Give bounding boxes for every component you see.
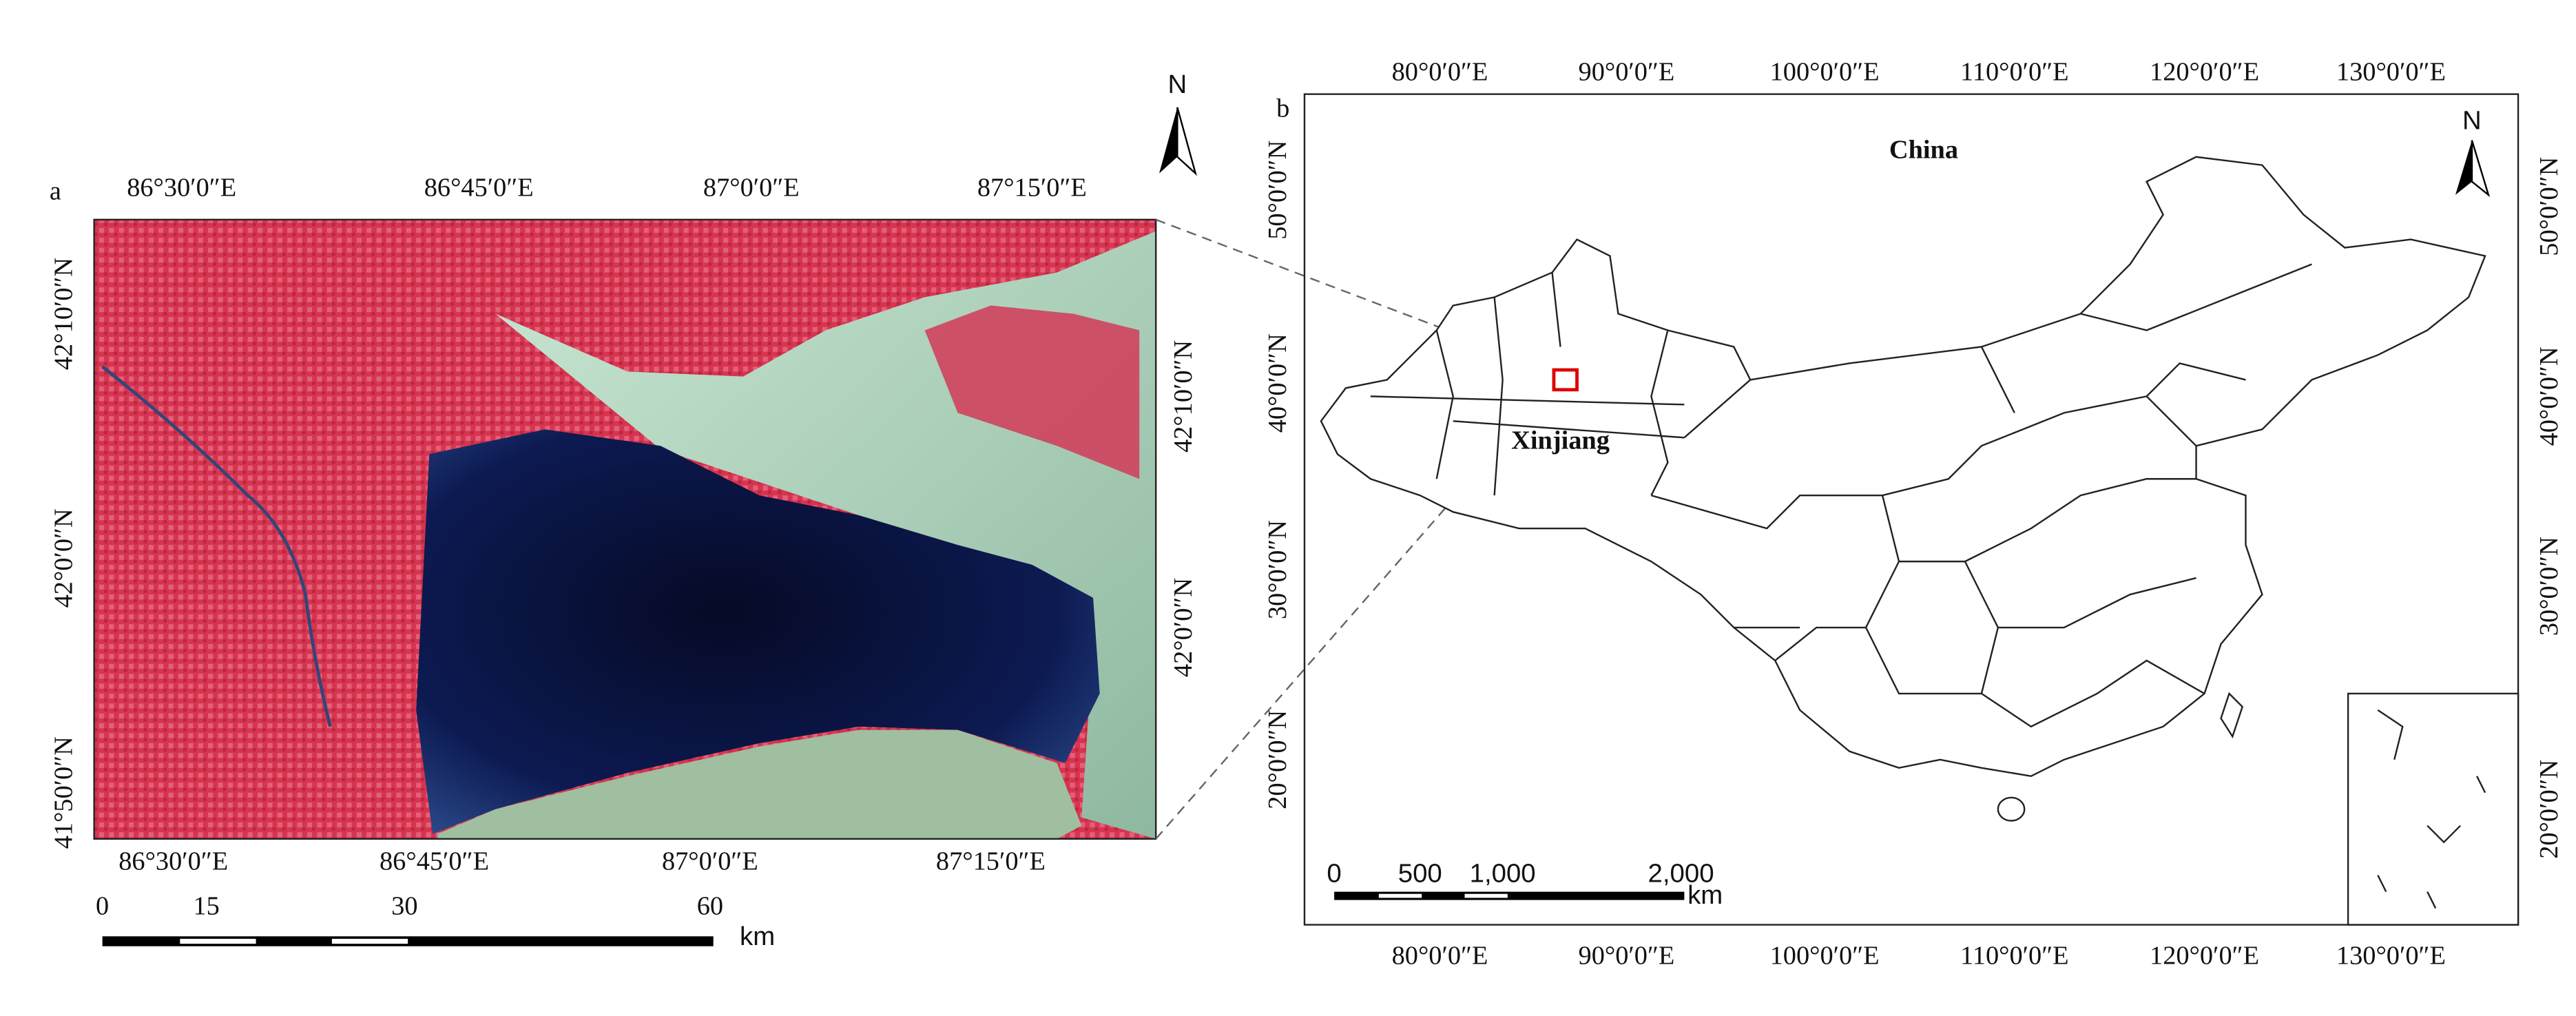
scale-bar <box>102 936 714 946</box>
lon-label: 100°0′0″E <box>1770 941 1880 970</box>
lat-label: 42°0′0″N <box>50 508 79 608</box>
lon-label: 80°0′0″E <box>1392 941 1488 970</box>
scale-label: 30 <box>391 891 417 920</box>
lat-label: 20°0′0″N <box>1263 710 1292 809</box>
panel-label: b <box>1276 94 1289 123</box>
inset-islands <box>2377 709 2486 909</box>
scale-label: 1,000 <box>1470 859 1536 889</box>
lat-label: 50°0′0″N <box>2535 157 2564 256</box>
lon-label: 87°15′0″E <box>977 173 1087 202</box>
scale-label: 0 <box>96 891 109 920</box>
lat-label: 42°0′0″N <box>1169 578 1198 677</box>
lon-label: 86°30′0″E <box>118 847 228 876</box>
lon-label: 110°0′0″E <box>1960 941 2069 970</box>
scale-label: 500 <box>1398 859 1442 889</box>
map-title: China <box>1889 135 1958 164</box>
map-frame <box>1303 93 2520 926</box>
inset-frame <box>2347 692 2520 926</box>
lon-label: 90°0′0″E <box>1579 58 1675 87</box>
north-arrow <box>1159 107 1197 176</box>
scale-label: 60 <box>697 891 723 920</box>
lon-label: 100°0′0″E <box>1770 58 1880 87</box>
north-arrow <box>2455 140 2491 198</box>
connector-line <box>1155 218 1561 374</box>
lon-label: 90°0′0″E <box>1579 941 1675 970</box>
lon-label: 87°0′0″E <box>662 847 758 876</box>
map-group: a N b China Xinjiang N 86°30′0″E 86°45′0″… <box>50 58 2564 971</box>
panel-label: a <box>50 176 61 205</box>
lon-label: 80°0′0″E <box>1392 58 1488 87</box>
lat-label: 20°0′0″N <box>2535 760 2564 859</box>
north-label: N <box>2462 106 2482 136</box>
scale-label: 15 <box>194 891 220 920</box>
lon-label: 86°45′0″E <box>380 847 489 876</box>
lon-label: 86°45′0″E <box>424 173 534 202</box>
lon-label: 120°0′0″E <box>2150 941 2259 970</box>
lat-label: 40°0′0″N <box>2535 346 2564 446</box>
scale-label: 0 <box>1327 859 1341 889</box>
lat-label: 42°10′0″N <box>1169 340 1198 453</box>
lat-label: 30°0′0″N <box>2535 537 2564 636</box>
lat-label: 30°0′0″N <box>1263 520 1292 619</box>
lon-label: 130°0′0″E <box>2336 941 2446 970</box>
scale-unit: km <box>1687 880 1723 910</box>
lat-label: 41°50′0″N <box>50 736 79 849</box>
region-label: Xinjiang <box>1511 426 1610 455</box>
lat-label: 40°0′0″N <box>1263 333 1292 433</box>
satellite-image <box>93 218 1157 840</box>
lat-label: 42°10′0″N <box>50 258 79 370</box>
lat-label: 50°0′0″N <box>1263 141 1292 240</box>
lon-label: 110°0′0″E <box>1960 58 2069 87</box>
lon-label: 87°15′0″E <box>936 847 1046 876</box>
lon-label: 87°0′0″E <box>703 173 800 202</box>
scale-unit: km <box>740 922 775 951</box>
china-map <box>1320 156 2486 822</box>
lon-label: 120°0′0″E <box>2150 58 2259 87</box>
lon-label: 130°0′0″E <box>2336 58 2446 87</box>
study-area-box <box>1552 368 1579 392</box>
connector-line <box>1155 508 1446 840</box>
lon-label: 86°30′0″E <box>127 173 236 202</box>
scale-bar <box>1334 891 1685 900</box>
north-label: N <box>1167 70 1187 99</box>
scale-label: 2,000 <box>1648 859 1714 889</box>
